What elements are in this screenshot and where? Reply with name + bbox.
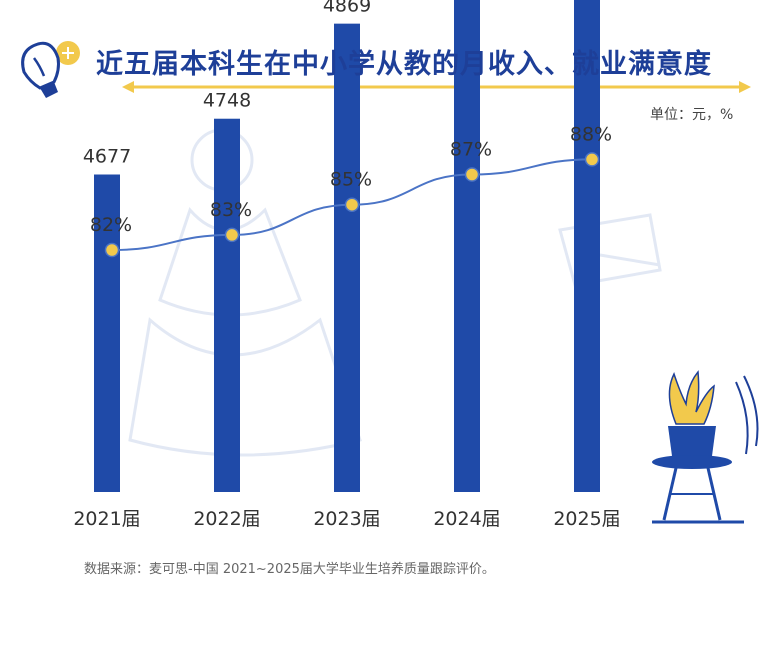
bar — [454, 0, 480, 493]
line-point — [104, 242, 120, 258]
lightbulb-icon — [21, 41, 80, 98]
line-value-label: 83% — [210, 199, 252, 221]
bar-value-label: 4677 — [83, 146, 131, 168]
bar — [574, 0, 600, 492]
line-value-label: 82% — [90, 214, 132, 236]
page-title: 近五届本科生在中小学从教的月收入、就业满意度 — [96, 49, 712, 80]
x-tick-label: 2024届 — [433, 508, 500, 530]
bar — [214, 118, 240, 492]
line-value-label: 87% — [450, 139, 492, 161]
line-value-label: 88% — [570, 123, 612, 145]
line-point — [584, 152, 600, 167]
line-layer — [104, 152, 600, 258]
title-arrow — [122, 81, 751, 93]
x-tick-label: 2022届 — [193, 508, 260, 530]
plant-stool-icon — [652, 370, 759, 524]
source-note: 数据来源：麦可思-中国 2021~2025届大学毕业生培养质量跟踪评价。 — [84, 562, 495, 577]
bar-value-label: 4748 — [203, 90, 251, 112]
x-tick-label: 2021届 — [73, 508, 140, 530]
bar — [94, 174, 120, 492]
unit-label: 单位：元，% — [650, 107, 734, 123]
labels-layer: 46772021届47482022届48692023届50732024届5357… — [73, 0, 620, 530]
bar — [334, 23, 360, 493]
x-tick-label: 2023届 — [313, 508, 380, 530]
x-tick-label: 2025届 — [553, 508, 620, 530]
line-point — [464, 167, 480, 182]
line-point — [224, 227, 240, 243]
line-point — [344, 197, 360, 212]
bar-value-label: 4869 — [323, 0, 371, 17]
line-value-label: 85% — [330, 169, 372, 191]
bars-layer — [94, 0, 600, 493]
